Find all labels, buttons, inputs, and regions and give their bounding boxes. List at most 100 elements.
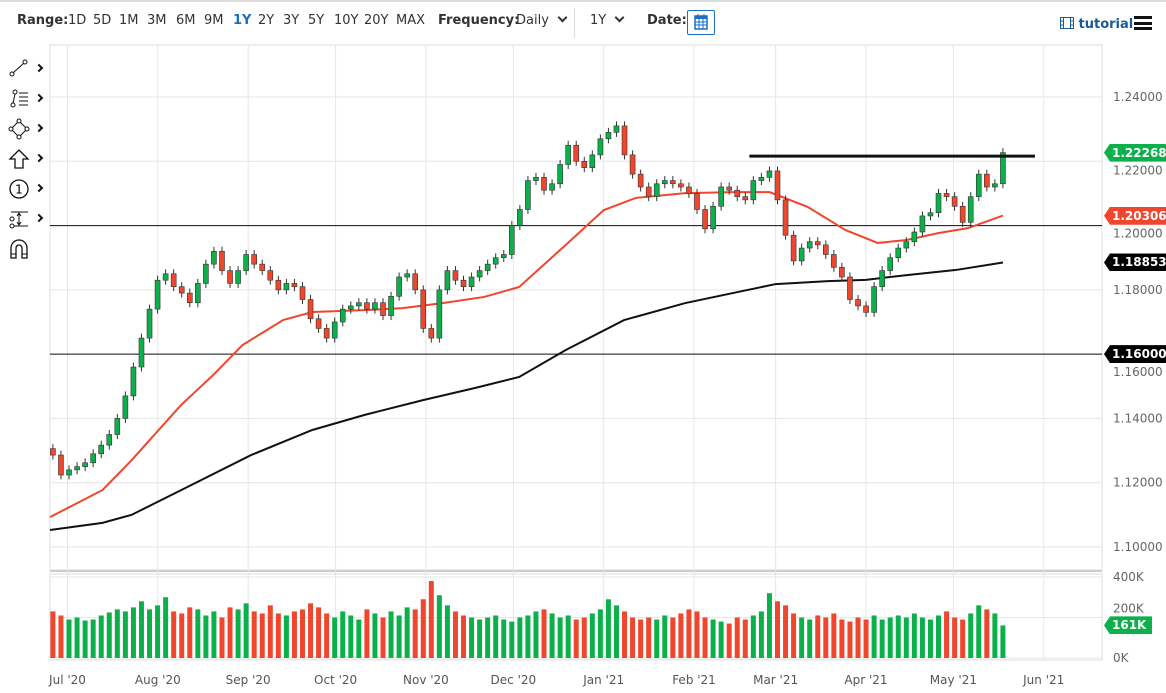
- range-max[interactable]: MAX: [396, 13, 426, 28]
- volume-bar: [952, 617, 958, 658]
- tutorial-link[interactable]: tutorial: [1060, 17, 1133, 32]
- candle: [283, 278, 290, 295]
- candle-body: [879, 270, 885, 287]
- candle: [420, 285, 427, 333]
- candle-body: [871, 286, 877, 313]
- magnet-button[interactable]: [8, 238, 44, 262]
- candle-body: [718, 186, 724, 207]
- volume-bar: [613, 605, 619, 658]
- volume-bar: [251, 611, 257, 658]
- candle-body: [283, 283, 290, 291]
- candle-body: [911, 231, 918, 242]
- candle: [468, 272, 475, 292]
- volume-bar: [541, 609, 547, 658]
- volume-bar: [654, 619, 660, 658]
- price-pane: [49, 44, 1103, 571]
- candle: [774, 166, 781, 205]
- volume-bar: [694, 611, 700, 658]
- volume-bar: [66, 619, 72, 658]
- volume-bar: [646, 617, 652, 658]
- date-picker-button[interactable]: [687, 10, 715, 35]
- candle: [291, 278, 298, 292]
- volume-bar: [356, 619, 362, 658]
- candle: [50, 444, 56, 460]
- hamburger-menu-icon[interactable]: [1134, 16, 1152, 30]
- candle: [82, 458, 88, 472]
- candle-body: [573, 144, 580, 162]
- candle: [919, 211, 926, 237]
- fibonacci-tool-button[interactable]: [8, 88, 44, 112]
- range-2y[interactable]: 2Y: [258, 13, 275, 28]
- range-1y[interactable]: 1Y: [233, 13, 252, 28]
- candle-body: [935, 193, 942, 214]
- candle-body: [565, 144, 571, 165]
- volume-bar: [308, 603, 314, 658]
- range-20y[interactable]: 20Y: [364, 13, 389, 28]
- candle-body: [790, 234, 797, 262]
- candle-body: [412, 273, 419, 291]
- volume-bar: [98, 615, 104, 658]
- candle-body: [782, 199, 789, 236]
- volume-bar: [807, 619, 813, 658]
- range-5y[interactable]: 5Y: [308, 13, 325, 28]
- volume-bar: [791, 613, 797, 658]
- candle: [549, 179, 555, 195]
- toolbar: Range: 1D 5D 1M 3M 6M 9M 1Y 2Y 3Y 5Y 10Y 20Y MAX Fre…: [0, 0, 1166, 42]
- volume-tick-label: 400K: [1113, 570, 1145, 584]
- range-9m[interactable]: 9M: [204, 13, 224, 28]
- candle-body: [380, 302, 386, 316]
- candle-body: [919, 215, 926, 233]
- candle: [710, 201, 716, 234]
- volume-bar: [597, 609, 603, 658]
- candle-body: [130, 366, 137, 397]
- candle-body: [887, 257, 894, 271]
- line-tool-button[interactable]: [8, 58, 44, 82]
- x-tick-label: Jul '20: [48, 673, 86, 687]
- volume-bar: [815, 615, 821, 658]
- measure-tool-button[interactable]: [8, 208, 44, 232]
- candle: [211, 246, 217, 269]
- candle: [476, 266, 483, 282]
- candle: [307, 295, 314, 324]
- candle-body: [621, 125, 628, 156]
- candle: [806, 237, 813, 253]
- period-select[interactable]: 1Y: [590, 12, 625, 28]
- candle-body: [396, 276, 402, 297]
- range-1d[interactable]: 1D: [68, 13, 87, 28]
- number-marker-button[interactable]: 1: [8, 178, 44, 202]
- volume-bar: [758, 611, 764, 658]
- volume-bar: [630, 617, 636, 658]
- volume-bar: [968, 613, 974, 658]
- arrow-tool-button[interactable]: [8, 148, 44, 172]
- range-3y[interactable]: 3Y: [283, 13, 300, 28]
- frequency-select[interactable]: Daily: [516, 12, 568, 28]
- candle-body: [517, 209, 523, 226]
- price-label: 1.16000: [1104, 345, 1166, 364]
- candle: [975, 169, 982, 202]
- candle: [380, 298, 386, 321]
- candle: [814, 237, 821, 250]
- candle: [525, 176, 531, 214]
- range-1m[interactable]: 1M: [119, 13, 139, 28]
- shape-tool-button[interactable]: [8, 118, 44, 142]
- volume-bar: [799, 617, 805, 658]
- range-6m[interactable]: 6M: [176, 13, 196, 28]
- candle-body: [195, 283, 201, 304]
- volume-bar: [275, 613, 281, 658]
- candle: [645, 182, 652, 202]
- range-10y[interactable]: 10Y: [334, 13, 359, 28]
- candle: [597, 134, 604, 160]
- volume-bar: [332, 617, 338, 658]
- volume-bar: [871, 615, 877, 658]
- volume-bar: [662, 615, 668, 658]
- calendar-icon: [694, 14, 708, 30]
- candle-body: [863, 305, 869, 313]
- candle-body: [98, 444, 105, 455]
- range-3m[interactable]: 3M: [147, 13, 167, 28]
- volume-bar: [927, 619, 933, 658]
- candle-body: [1000, 152, 1006, 185]
- candle-body: [839, 267, 845, 278]
- range-5d[interactable]: 5D: [93, 13, 112, 28]
- candle: [66, 465, 72, 480]
